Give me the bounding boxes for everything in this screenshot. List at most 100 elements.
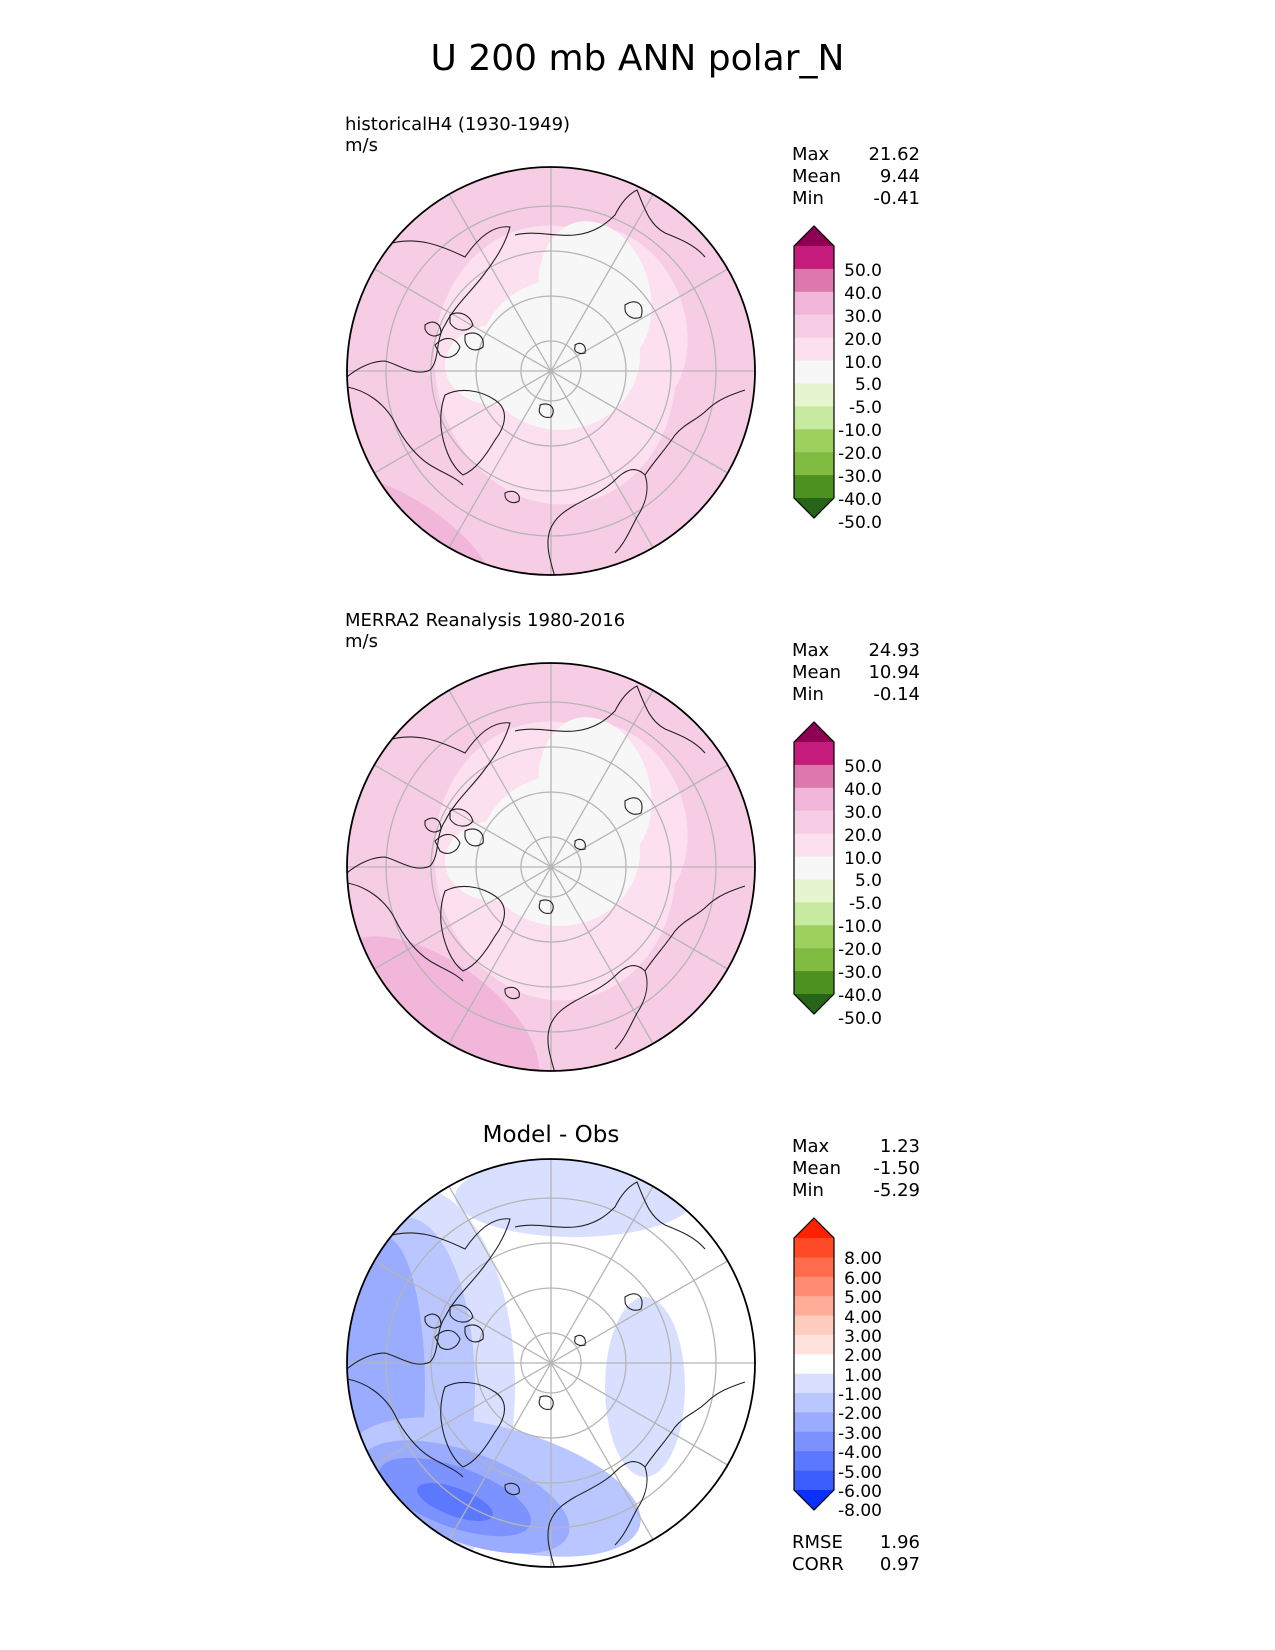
colorbar-swatch: [794, 360, 834, 384]
colorbar-tick-label: -50.0: [838, 512, 882, 533]
colorbar-swatch: [794, 1393, 834, 1413]
stats-diff: Max 1.23 Mean -1.50 Min -5.29: [792, 1136, 920, 1202]
map-diff: [346, 1158, 756, 1568]
colorbar-tick-label: 6.00: [844, 1268, 882, 1289]
colorbar-extend-min: [794, 1490, 834, 1510]
colorbar-tick-label: -3.00: [838, 1423, 882, 1444]
colorbar-swatch: [794, 1296, 834, 1317]
panel-model-title: historicalH4 (1930-1949) m/s: [345, 114, 570, 156]
stats-obs: Max 24.93 Mean 10.94 Min -0.14: [792, 640, 920, 706]
stats-model: Max 21.62 Mean 9.44 Min -0.41: [792, 144, 920, 210]
colorbar-tick-label: -2.00: [838, 1404, 882, 1425]
colorbar-tick-label: -40.0: [838, 986, 882, 1006]
colorbar-swatch: [794, 291, 834, 316]
colorbar-swatch: [794, 856, 834, 880]
colorbar-extend-min: [794, 498, 834, 518]
colorbar-tick-label: -5.00: [838, 1462, 882, 1483]
panel-model-name: historicalH4 (1930-1949): [345, 114, 571, 135]
colorbar-tick-label: -1.00: [838, 1385, 882, 1406]
panel-obs-units: m/s: [345, 631, 378, 652]
metrics-diff: RMSE 1.96 CORR 0.97: [792, 1532, 920, 1576]
colorbar-tick-label: 5.0: [854, 375, 882, 396]
colorbar-swatch: [794, 268, 834, 293]
panel-model-units: m/s: [345, 135, 378, 156]
colorbar-swatch: [794, 475, 834, 499]
colorbar-swatch: [794, 1238, 834, 1258]
figure-title: U 200 mb ANN polar_N: [430, 38, 845, 79]
colorbar-tick-label: 50.0: [844, 260, 882, 281]
colorbar-tick-label: -30.0: [838, 467, 882, 488]
colorbar-tick-label: -20.0: [838, 444, 882, 465]
colorbar-swatch: [794, 1431, 834, 1452]
colorbar-extend-max: [794, 1218, 834, 1238]
colorbar-tick-label: 30.0: [844, 306, 882, 327]
colorbar-swatch: [794, 1257, 834, 1278]
colorbar-swatch: [794, 337, 834, 362]
colorbar-tick-label: 40.0: [844, 283, 882, 304]
colorbar-tick-label: 40.0: [844, 779, 882, 800]
colorbar-tick-label: -50.0: [838, 1008, 882, 1029]
colorbar-diff: [793, 1217, 835, 1511]
colorbar-tick-label: 4.00: [844, 1307, 882, 1328]
colorbar-tick-label: 10.0: [844, 848, 882, 869]
colorbar-swatch: [794, 1354, 834, 1375]
stat-mean: Mean -1.50: [792, 1158, 920, 1179]
colorbar-tick-label: -6.00: [838, 1482, 882, 1502]
stat-max: Max 24.93: [792, 640, 920, 661]
stat-max: Max 1.23: [792, 1136, 920, 1157]
colorbar-tick-label: -8.00: [838, 1501, 882, 1522]
colorbar-swatch: [794, 948, 834, 972]
colorbar-tick-label: 1.00: [844, 1365, 882, 1386]
panel-diff-title: Model - Obs: [482, 1122, 620, 1148]
colorbar-tick-label: 50.0: [844, 756, 882, 777]
colorbar-tick-label: -10.0: [838, 917, 882, 938]
colorbar-swatch: [794, 1334, 834, 1355]
stat-min: Min -0.14: [792, 684, 920, 705]
colorbar-swatch: [794, 1451, 834, 1472]
map-model: [346, 166, 756, 576]
stat-min: Min -5.29: [792, 1180, 920, 1201]
colorbar-tick-label: 2.00: [844, 1346, 882, 1367]
stat-mean: Mean 10.94: [792, 662, 920, 683]
stat-min: Min -0.41: [792, 188, 920, 209]
colorbar-tick-label: 10.0: [844, 352, 882, 373]
colorbar-swatch: [794, 1470, 834, 1491]
colorbar-obs: [793, 721, 835, 1015]
colorbar-tick-label: -30.0: [838, 963, 882, 984]
colorbar-extend-min: [794, 994, 834, 1014]
colorbar-tick-label: -20.0: [838, 940, 882, 961]
colorbar-swatch: [794, 1373, 834, 1394]
colorbar-swatch: [794, 452, 834, 476]
map-obs: [346, 662, 756, 1072]
colorbar-tick-label: -10.0: [838, 421, 882, 442]
colorbar-extend-max: [794, 722, 834, 742]
stat-max: Max 21.62: [792, 144, 920, 165]
colorbar-tick-label: 20.0: [844, 825, 882, 846]
colorbar-swatch: [794, 429, 834, 453]
colorbar-swatch: [794, 971, 834, 995]
colorbar-swatch: [794, 742, 834, 766]
colorbar-tick-label: 8.00: [844, 1249, 882, 1270]
colorbar-tick-label: 5.0: [854, 871, 882, 892]
colorbar-extend-max: [794, 226, 834, 246]
colorbar-swatch: [794, 383, 834, 407]
colorbar-swatch: [794, 902, 834, 926]
panel-obs-title: MERRA2 Reanalysis 1980-2016 m/s: [345, 610, 625, 652]
colorbar-swatch: [794, 879, 834, 903]
panel-obs-name: MERRA2 Reanalysis 1980-2016: [345, 610, 626, 631]
stat-mean: Mean 9.44: [792, 166, 920, 187]
colorbar-swatch: [794, 1276, 834, 1297]
colorbar-swatch: [794, 246, 834, 270]
colorbar-tick-label: 3.00: [844, 1326, 882, 1347]
colorbar-tick-label: 30.0: [844, 802, 882, 823]
colorbar-tick-label: -5.0: [848, 894, 882, 915]
colorbar-swatch: [794, 406, 834, 430]
colorbar-swatch: [794, 925, 834, 949]
colorbar-tick-label: 20.0: [844, 329, 882, 350]
colorbar-tick-label: -40.0: [838, 490, 882, 510]
colorbar-swatch: [794, 1412, 834, 1433]
colorbar-tick-label: -4.00: [838, 1443, 882, 1464]
colorbar-model: [793, 225, 835, 519]
colorbar-tick-label: -5.0: [848, 398, 882, 419]
colorbar-swatch: [794, 833, 834, 858]
